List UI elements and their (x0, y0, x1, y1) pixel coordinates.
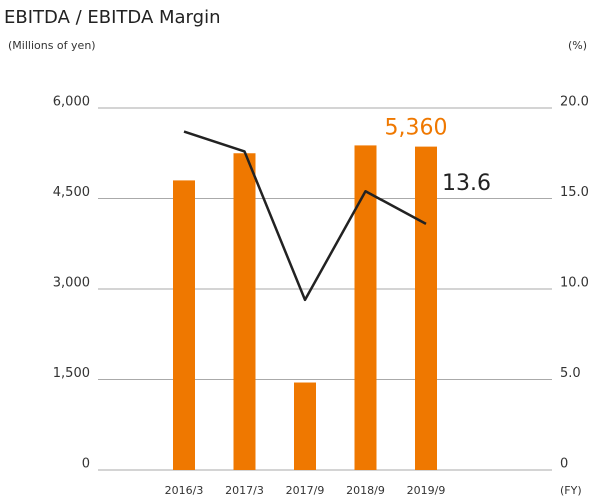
x-tick-label: 2018/9 (346, 484, 385, 497)
x-tick-label: 2017/3 (225, 484, 264, 497)
y2-tick-label: 15.0 (560, 185, 589, 200)
y2-axis-label: (%) (568, 39, 587, 52)
data-label: 5,360 (385, 116, 448, 141)
bar (173, 180, 195, 470)
y2-tick-label: 20.0 (560, 95, 589, 110)
x-tick-label: 2019/9 (407, 484, 446, 497)
y-axis-label: (Millions of yen) (8, 39, 96, 52)
y2-tick-label: 5.0 (560, 366, 581, 381)
line (183, 130, 427, 302)
bar (415, 146, 437, 470)
chart-title: EBITDA / EBITDA Margin (4, 7, 220, 28)
x-tick-label: 2016/3 (165, 484, 204, 497)
y-tick-label: 0 (82, 457, 90, 472)
x-axis-label: (FY) (560, 484, 582, 497)
y-tick-label: 6,000 (53, 95, 90, 110)
bar (354, 145, 377, 470)
y-tick-label: 4,500 (53, 185, 90, 200)
data-label: 13.6 (442, 171, 491, 196)
y-tick-label: 3,000 (53, 276, 90, 291)
x-tick-label: 2017/9 (286, 484, 325, 497)
y-tick-label: 1,500 (53, 366, 90, 381)
y2-tick-label: 10.0 (560, 276, 589, 291)
y2-tick-label: 0 (560, 457, 568, 472)
bar (233, 153, 256, 470)
bar (294, 382, 316, 470)
